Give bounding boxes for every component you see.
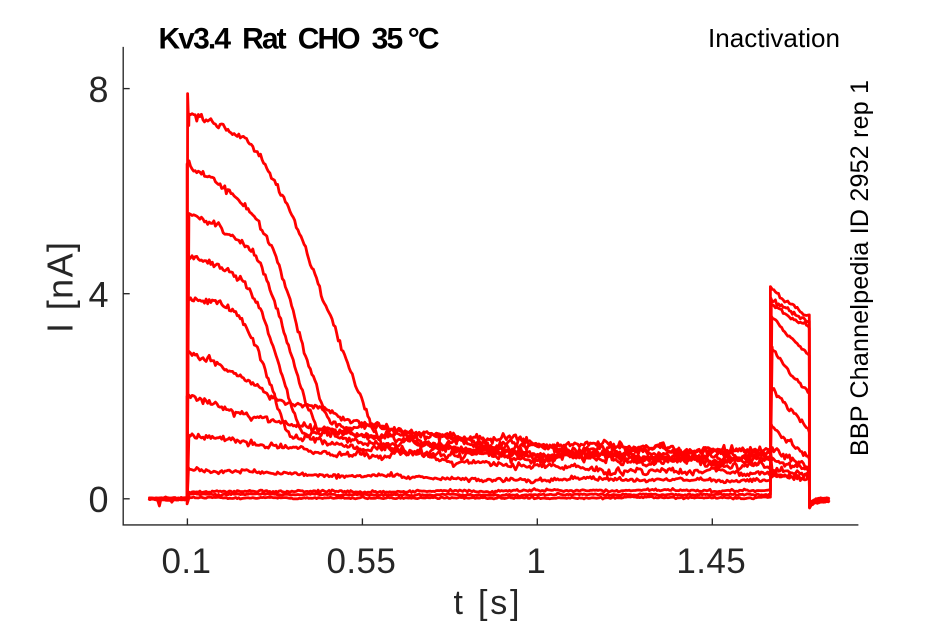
svg-text:0.55: 0.55 [327, 542, 397, 581]
svg-text:0: 0 [88, 479, 108, 520]
svg-text:0.1: 0.1 [161, 542, 211, 581]
svg-text:I [nA]: I [nA] [40, 242, 81, 333]
svg-text:8: 8 [88, 69, 108, 110]
svg-text:1.45: 1.45 [676, 542, 746, 581]
svg-text:1: 1 [526, 542, 546, 581]
svg-text:Inactivation: Inactivation [708, 23, 840, 53]
svg-text:BBP Channelpedia ID 2952 rep 1: BBP Channelpedia ID 2952 rep 1 [846, 80, 874, 456]
svg-text:Kv3.4 Rat CHO 35 °C: Kv3.4 Rat CHO 35 °C [159, 23, 440, 56]
svg-text:4: 4 [88, 274, 108, 315]
